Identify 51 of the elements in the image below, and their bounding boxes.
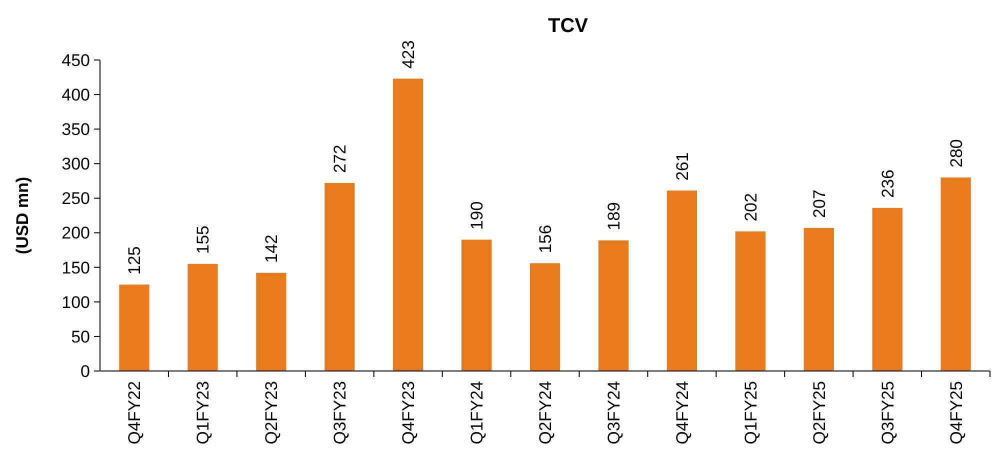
data-label: 155 <box>194 226 213 254</box>
y-tick-label: 350 <box>62 120 90 140</box>
y-tick-label: 200 <box>62 224 90 243</box>
data-label: 190 <box>468 201 487 230</box>
bar <box>598 240 629 371</box>
data-label: 261 <box>672 152 692 181</box>
data-label: 202 <box>741 193 760 222</box>
data-label: 423 <box>399 40 418 69</box>
x-tick-label: Q4FY23 <box>399 381 418 444</box>
x-tick-label: Q4FY22 <box>125 381 144 444</box>
bar <box>324 183 355 371</box>
data-label: 156 <box>536 224 555 254</box>
data-label: 125 <box>125 246 144 275</box>
y-tick-label: 150 <box>62 258 90 278</box>
data-label: 142 <box>262 234 282 263</box>
bar <box>735 231 766 371</box>
x-tick-label: Q2FY25 <box>810 381 829 444</box>
x-tick-label: Q4FY25 <box>946 381 966 444</box>
y-axis-title: (USD mn) <box>13 176 32 254</box>
bar <box>872 208 902 371</box>
bar <box>804 228 834 371</box>
x-tick-label: Q3FY23 <box>330 381 350 444</box>
bar <box>119 284 150 371</box>
y-tick-label: 250 <box>62 189 90 208</box>
y-tick-label: 300 <box>62 154 90 174</box>
bar <box>188 264 218 371</box>
x-tick-label: Q1FY23 <box>194 381 213 444</box>
bar <box>940 177 971 371</box>
x-tick-label: Q1FY25 <box>741 381 760 444</box>
y-tick-label: 50 <box>71 327 90 346</box>
bar <box>393 78 424 371</box>
bar <box>256 272 286 371</box>
chart-title: TCV <box>548 15 589 37</box>
x-tick-label: Q3FY25 <box>878 381 898 444</box>
y-tick-label: 450 <box>62 50 90 70</box>
data-label: 236 <box>878 170 898 198</box>
data-label: 189 <box>604 202 624 230</box>
y-tick-label: 400 <box>62 86 90 105</box>
data-label: 280 <box>946 139 966 168</box>
bar <box>666 190 697 371</box>
data-label: 272 <box>330 144 350 174</box>
x-tick-label: Q2FY24 <box>536 381 555 444</box>
x-tick-label: Q4FY24 <box>672 381 692 444</box>
x-tick-label: Q2FY23 <box>262 381 282 444</box>
y-tick-label: 100 <box>62 292 90 312</box>
x-tick-label: Q1FY24 <box>468 381 487 444</box>
bar <box>530 263 560 371</box>
x-tick-label: Q3FY24 <box>604 381 624 444</box>
y-tick-label: 0 <box>80 362 90 381</box>
bar <box>461 240 492 371</box>
data-label: 207 <box>810 190 829 218</box>
